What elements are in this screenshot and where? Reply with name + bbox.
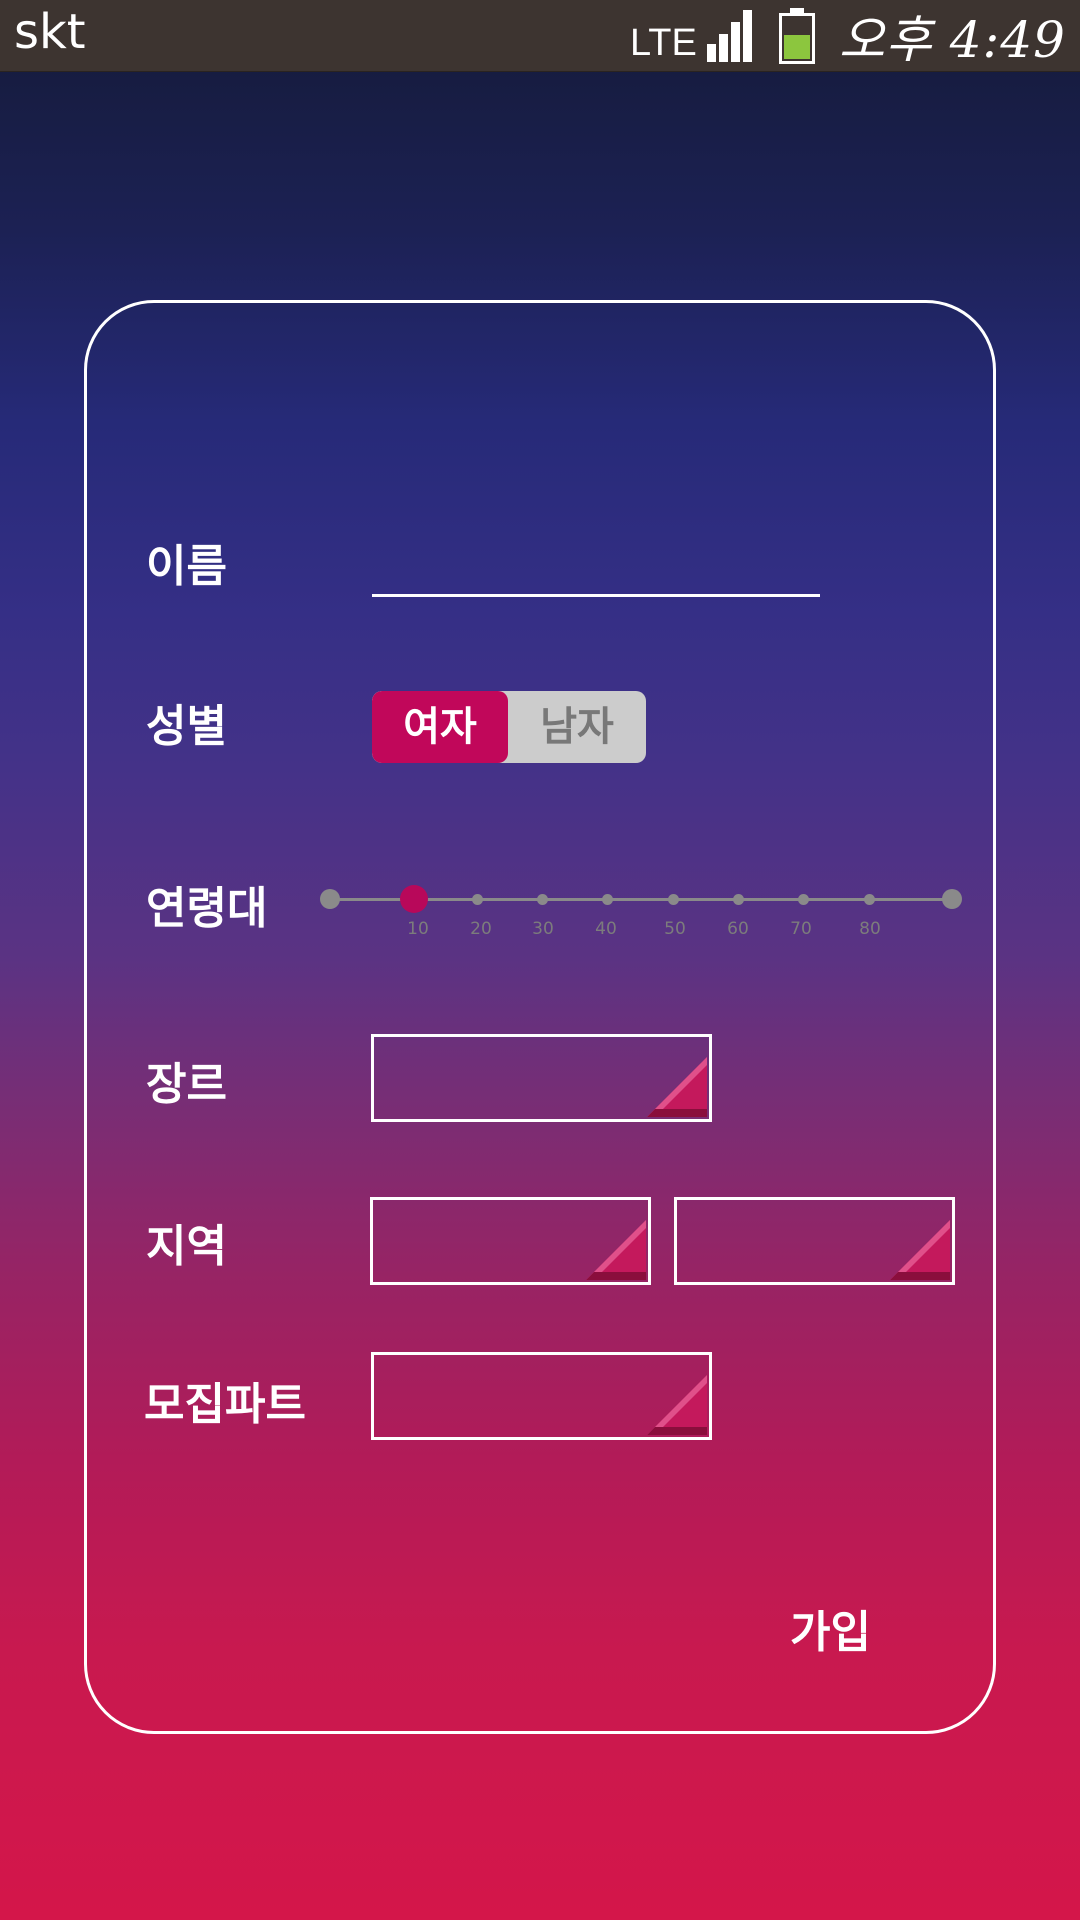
tick-label: 60 <box>727 919 749 939</box>
tick-label: 50 <box>664 919 686 939</box>
status-icons: LTE 오후 4:49 <box>630 0 1066 72</box>
status-bar: skt LTE 오후 4:49 <box>0 0 1080 72</box>
clock: 오후 4:49 <box>838 11 1066 69</box>
region-dropdown-1[interactable] <box>370 1197 651 1285</box>
signup-card <box>84 300 996 1734</box>
slider-end-handle <box>942 889 962 909</box>
recruit-part-dropdown[interactable] <box>371 1352 712 1440</box>
age-label: 연령대 <box>146 883 268 934</box>
signal-bars-icon <box>706 10 755 62</box>
tick-label: 20 <box>470 919 492 939</box>
tick-label: 70 <box>790 919 812 939</box>
slider-dot-30 <box>537 894 548 905</box>
dropdown-arrow-icon <box>647 1057 707 1117</box>
name-label: 이름 <box>146 541 227 592</box>
slider-dot-40 <box>602 894 613 905</box>
gender-toggle[interactable]: 여자 남자 <box>372 691 646 763</box>
dropdown-arrow-icon <box>890 1220 950 1280</box>
slider-dot-60 <box>733 894 744 905</box>
region-label: 지역 <box>146 1221 227 1272</box>
tick-label: 30 <box>532 919 554 939</box>
region-dropdown-2[interactable] <box>674 1197 955 1285</box>
slider-dot-70 <box>798 894 809 905</box>
age-slider-thumb[interactable] <box>400 885 428 913</box>
gender-label: 성별 <box>146 701 227 752</box>
tick-label: 40 <box>595 919 617 939</box>
slider-dot-50 <box>668 894 679 905</box>
dropdown-arrow-icon <box>586 1220 646 1280</box>
dropdown-arrow-icon <box>647 1375 707 1435</box>
network-type: LTE <box>629 21 697 64</box>
gender-option-female[interactable]: 여자 <box>372 691 508 763</box>
genre-label: 장르 <box>146 1059 227 1110</box>
slider-start-handle <box>320 889 340 909</box>
gender-option-male[interactable]: 남자 <box>540 704 614 750</box>
battery-icon <box>778 8 815 64</box>
join-button[interactable]: 가입 <box>790 1607 871 1658</box>
recruit-part-label: 모집파트 <box>144 1379 306 1430</box>
name-input[interactable] <box>372 594 820 597</box>
tick-label: 10 <box>407 919 429 939</box>
slider-dot-80 <box>864 894 875 905</box>
genre-dropdown[interactable] <box>371 1034 712 1122</box>
tick-label: 80 <box>859 919 881 939</box>
carrier-name: skt <box>14 4 86 60</box>
age-slider-track[interactable] <box>330 898 952 901</box>
slider-dot-20 <box>472 894 483 905</box>
